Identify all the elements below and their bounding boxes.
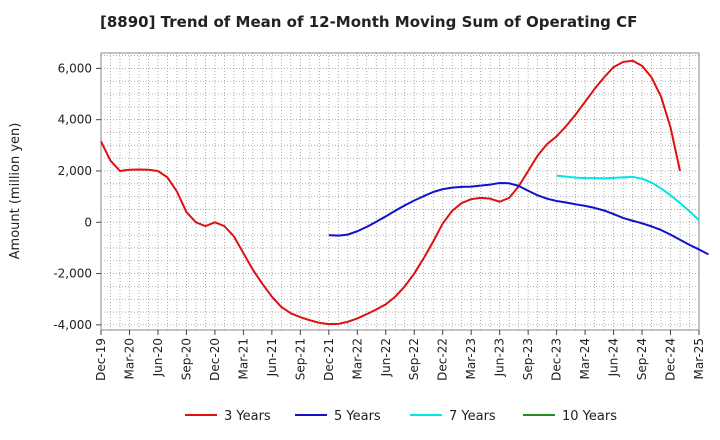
x-tick-label: Mar-25 bbox=[692, 338, 706, 379]
grid bbox=[101, 53, 699, 330]
legend-label: 10 Years bbox=[562, 409, 617, 424]
x-tick-label: Mar-20 bbox=[122, 338, 136, 379]
series-line-3-years bbox=[100, 59, 681, 326]
x-tick-label: Jun-22 bbox=[379, 338, 393, 377]
x-tick-label: Sep-21 bbox=[293, 338, 307, 380]
plot-frame bbox=[100, 52, 700, 331]
y-axis: -4,000 -2,000 0 2,000 4,000 6,000 bbox=[53, 61, 101, 332]
x-tick-label: Jun-20 bbox=[151, 338, 165, 377]
legend-label: 7 Years bbox=[449, 409, 496, 424]
y-tick-label: 4,000 bbox=[58, 113, 92, 127]
x-tick-label: Sep-22 bbox=[407, 338, 421, 380]
legend-label: 3 Years bbox=[224, 409, 271, 424]
series-lines bbox=[100, 59, 709, 326]
y-tick-label: 6,000 bbox=[58, 61, 92, 75]
x-tick-label: Dec-22 bbox=[436, 338, 450, 381]
legend: 3 Years 5 Years 7 Years 10 Years bbox=[185, 409, 617, 424]
x-tick-label: Jun-24 bbox=[607, 338, 621, 377]
y-axis-label: Amount (million yen) bbox=[8, 123, 23, 260]
y-tick-label: 2,000 bbox=[58, 164, 92, 178]
x-tick-label: Mar-21 bbox=[236, 338, 250, 379]
x-tick-label: Dec-19 bbox=[94, 338, 108, 381]
x-tick-label: Sep-24 bbox=[635, 338, 649, 380]
y-tick-label: 0 bbox=[84, 215, 92, 229]
x-tick-label: Sep-23 bbox=[521, 338, 535, 380]
x-tick-label: Jun-23 bbox=[493, 338, 507, 377]
series-line-5-years bbox=[328, 182, 709, 256]
x-tick-label: Mar-23 bbox=[464, 338, 478, 379]
series-line-7-years bbox=[556, 174, 700, 221]
x-axis: Dec-19 Mar-20 Jun-20 Sep-20 Dec-20 Mar-21 Jun-… bbox=[94, 330, 706, 381]
x-tick-label: Mar-24 bbox=[578, 338, 592, 379]
y-tick-label: -4,000 bbox=[53, 318, 92, 332]
x-tick-label: Dec-24 bbox=[664, 338, 678, 381]
x-tick-label: Dec-20 bbox=[208, 338, 222, 381]
y-tick-label: -2,000 bbox=[53, 267, 92, 281]
x-tick-label: Sep-20 bbox=[179, 338, 193, 380]
x-tick-label: Dec-21 bbox=[322, 338, 336, 381]
x-tick-label: Mar-22 bbox=[350, 338, 364, 379]
x-tick-label: Dec-23 bbox=[550, 338, 564, 381]
x-tick-label: Jun-21 bbox=[265, 338, 279, 377]
legend-label: 5 Years bbox=[334, 409, 381, 424]
chart-title: [8890] Trend of Mean of 12-Month Moving … bbox=[100, 13, 637, 31]
